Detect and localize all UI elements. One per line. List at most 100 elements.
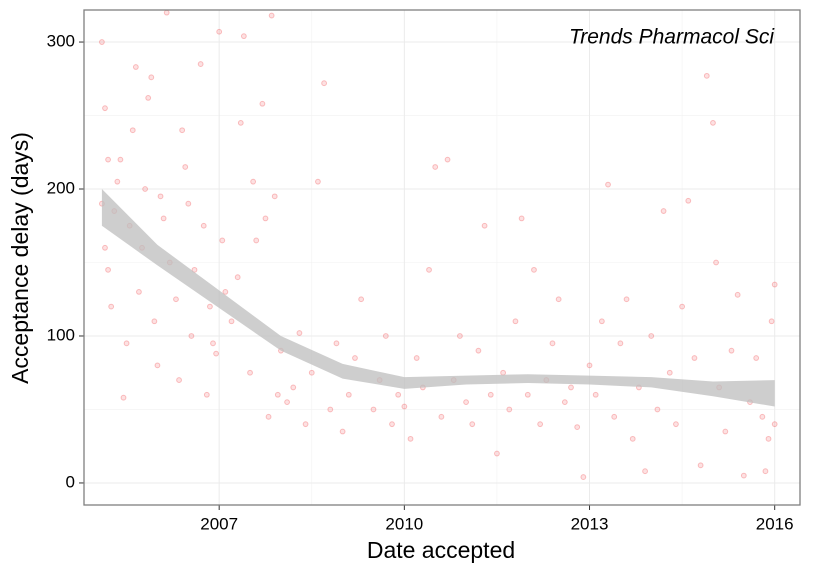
point <box>457 333 463 339</box>
point <box>765 435 772 442</box>
point <box>234 274 241 281</box>
point <box>145 94 152 101</box>
point <box>524 391 531 398</box>
point <box>176 377 182 383</box>
point <box>268 12 275 19</box>
point <box>728 347 735 354</box>
point <box>679 303 686 310</box>
point <box>173 296 179 303</box>
point <box>179 127 186 134</box>
point <box>771 281 778 288</box>
point <box>771 421 778 428</box>
point <box>531 266 537 273</box>
point <box>358 296 365 303</box>
point <box>710 119 716 126</box>
point <box>302 421 309 428</box>
point <box>629 435 636 442</box>
point <box>188 333 195 339</box>
point <box>262 215 269 222</box>
point <box>592 391 599 398</box>
point <box>129 127 136 134</box>
point <box>580 474 587 480</box>
plot-frame <box>83 9 801 506</box>
point <box>308 369 315 376</box>
point <box>247 369 253 376</box>
point <box>426 266 432 273</box>
point <box>666 369 673 376</box>
point <box>549 340 556 347</box>
point <box>697 462 704 469</box>
point <box>182 164 189 170</box>
point <box>722 428 729 435</box>
point <box>740 472 747 479</box>
point <box>407 435 414 442</box>
point <box>395 391 402 398</box>
point <box>120 394 127 401</box>
x-tick-label: 2016 <box>756 514 794 533</box>
point <box>648 333 655 339</box>
point <box>642 468 648 475</box>
point <box>315 178 321 185</box>
point <box>105 266 111 273</box>
x-axis-label: Date accepted <box>367 537 515 563</box>
point <box>253 237 260 244</box>
point <box>444 156 451 163</box>
point <box>370 406 377 413</box>
point <box>240 33 247 40</box>
point <box>518 215 525 222</box>
point <box>216 28 223 35</box>
point <box>108 303 115 310</box>
point <box>389 421 395 428</box>
y-tick-label: 300 <box>47 32 75 51</box>
point <box>185 200 192 207</box>
point <box>555 296 562 303</box>
point <box>265 413 272 420</box>
point <box>163 9 170 16</box>
point <box>197 61 204 67</box>
point <box>274 391 281 398</box>
point <box>219 237 226 244</box>
point <box>753 355 760 361</box>
point <box>102 105 108 112</box>
point <box>352 355 358 361</box>
point <box>413 355 420 361</box>
point <box>734 291 741 298</box>
point <box>469 421 476 428</box>
point <box>481 222 488 229</box>
point <box>213 350 219 357</box>
point <box>759 413 766 420</box>
point <box>506 406 513 413</box>
point <box>762 468 769 475</box>
point <box>703 72 710 79</box>
point <box>123 340 130 347</box>
point <box>102 244 108 251</box>
point <box>114 178 121 185</box>
point <box>660 208 667 214</box>
point <box>105 156 111 163</box>
point <box>228 318 235 325</box>
smooth-band <box>101 189 775 407</box>
point <box>574 424 581 431</box>
point <box>222 288 229 295</box>
annotation: Trends Pharmacol Sci <box>569 26 775 49</box>
point <box>685 197 692 204</box>
point <box>537 421 544 428</box>
point <box>611 413 618 420</box>
y-axis-label: Acceptance delay (days) <box>7 132 33 384</box>
point <box>475 347 482 354</box>
point <box>327 406 334 413</box>
point <box>210 340 216 347</box>
point <box>768 318 775 325</box>
point <box>463 399 469 406</box>
point <box>432 164 439 170</box>
point <box>237 119 244 126</box>
point <box>401 403 408 410</box>
point <box>382 333 389 339</box>
point <box>561 399 568 406</box>
point <box>284 399 290 406</box>
point <box>586 362 593 369</box>
point <box>142 186 149 192</box>
point <box>117 156 124 163</box>
point <box>500 369 507 376</box>
